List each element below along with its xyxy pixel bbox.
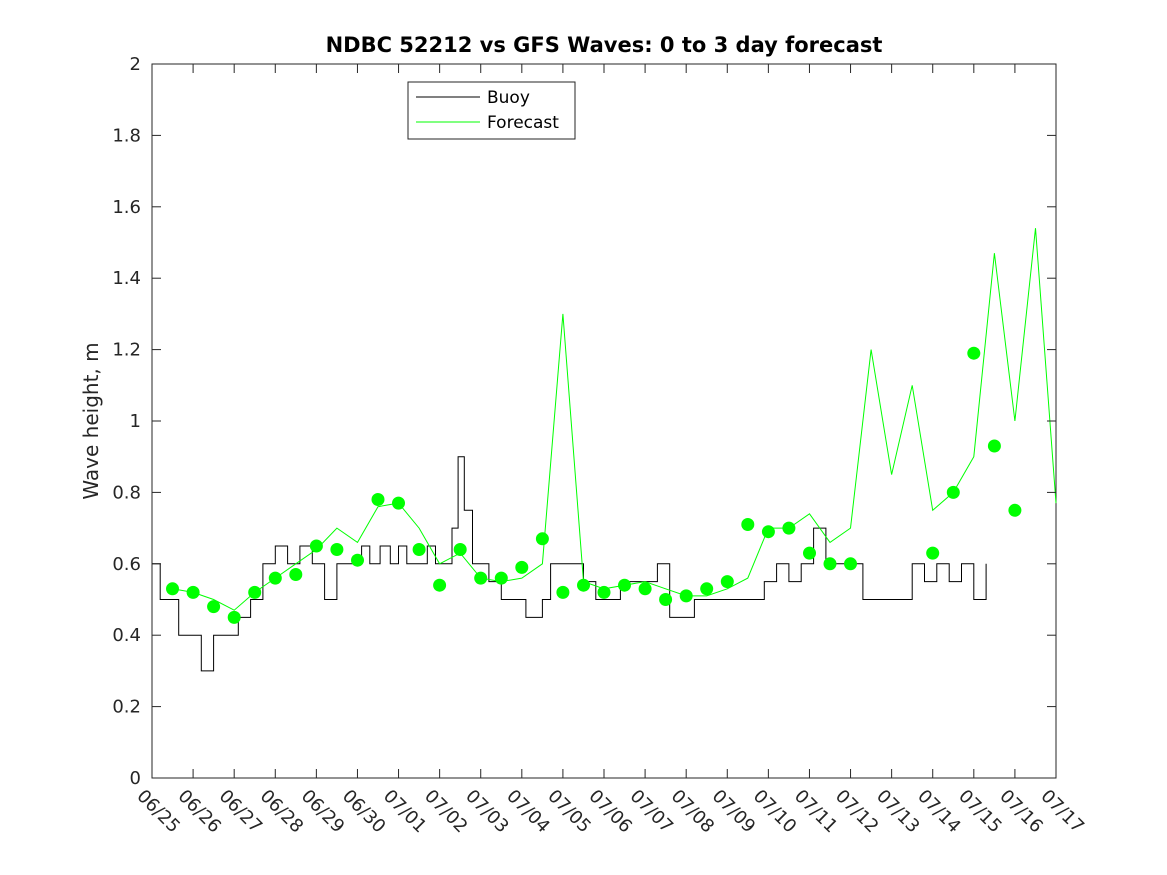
forecast-marker: [207, 600, 221, 614]
forecast-marker: [330, 543, 344, 556]
plot-area: [151, 63, 1057, 779]
forecast-marker: [597, 585, 611, 599]
x-tick-label: 07/08: [667, 786, 719, 838]
x-tick-label: 06/25: [132, 786, 184, 838]
x-tick-label: 07/05: [543, 786, 595, 838]
legend-buoy-label: Buoy: [487, 88, 530, 108]
y-tick-label: 1.2: [112, 340, 141, 361]
y-tick-label: 0: [130, 768, 141, 789]
x-tick-label: 07/01: [379, 786, 431, 838]
forecast-marker: [474, 571, 488, 585]
forecast-marker: [844, 557, 857, 571]
forecast-marker: [227, 610, 241, 624]
forecast-marker: [638, 582, 652, 596]
y-tick-label: 0.4: [112, 625, 141, 646]
forecast-marker: [761, 525, 775, 539]
forecast-marker: [371, 493, 385, 506]
x-tick-label: 06/30: [338, 786, 390, 838]
forecast-marker: [679, 589, 693, 603]
x-tick-label: 07/13: [872, 786, 924, 838]
forecast-marker: [248, 585, 262, 599]
legend-box: [407, 81, 576, 140]
forecast-marker: [453, 543, 467, 556]
x-tick-label: 06/29: [297, 786, 349, 838]
x-tick-label: 07/15: [954, 786, 1006, 838]
forecast-marker: [782, 521, 796, 535]
forecast-marker: [433, 578, 447, 592]
forecast-marker: [494, 571, 508, 585]
forecast-marker: [268, 571, 282, 585]
y-tick-label: 1.8: [112, 125, 141, 146]
forecast-marker: [577, 578, 590, 592]
x-tick-label: 07/16: [995, 786, 1047, 838]
y-tick-label: 2: [130, 54, 141, 75]
forecast-marker: [412, 543, 426, 556]
forecast-marker: [309, 539, 323, 553]
forecast-marker: [741, 518, 755, 531]
chart-title: NDBC 52212 vs GFS Waves: 0 to 3 day fore…: [326, 33, 883, 57]
legend: Buoy Forecast: [407, 81, 576, 140]
forecast-marker: [186, 585, 200, 599]
forecast-marker: [926, 546, 940, 560]
y-tick-label: 0.6: [112, 554, 141, 575]
plot-content: [152, 228, 1057, 672]
x-tick-label: 07/12: [831, 786, 883, 838]
y-tick-label: 1.4: [112, 268, 141, 289]
y-tick-label: 0.8: [112, 482, 141, 503]
forecast-marker: [823, 557, 837, 571]
forecast-marker: [720, 575, 734, 589]
y-tick-label: 0.2: [112, 697, 141, 718]
y-tick-label: 1: [130, 411, 141, 432]
x-tick-label: 07/17: [1036, 786, 1088, 838]
legend-forecast-label: Forecast: [487, 113, 559, 133]
forecast-marker: [1008, 503, 1022, 517]
x-tick-label: 07/02: [420, 786, 472, 838]
x-tick-label: 07/10: [749, 786, 801, 838]
forecast-marker: [946, 485, 960, 499]
x-tick-label: 06/26: [174, 786, 226, 838]
forecast-marker: [351, 553, 364, 567]
forecast-marker: [803, 546, 816, 560]
forecast-marker: [166, 582, 179, 596]
forecast-marker: [967, 346, 981, 360]
forecast-marker: [618, 578, 631, 592]
x-tick-label: 07/06: [584, 786, 636, 838]
y-axis-label: Wave height, m: [79, 342, 103, 499]
x-tick-label: 06/27: [215, 786, 267, 838]
forecast-marker: [556, 585, 570, 599]
forecast-marker: [515, 560, 529, 574]
forecast-marker: [535, 532, 549, 546]
x-tick-label: 07/11: [790, 786, 842, 838]
forecast-marker: [289, 568, 303, 581]
forecast-marker: [659, 593, 673, 606]
x-tick-label: 07/03: [461, 786, 513, 838]
x-tick-label: 07/07: [626, 786, 678, 838]
x-tick-label: 07/09: [708, 786, 760, 838]
x-tick-label: 06/28: [256, 786, 308, 838]
forecast-marker: [987, 439, 1001, 453]
x-tick-label: 07/14: [913, 786, 965, 838]
forecast-marker: [700, 582, 714, 596]
x-tick-label: 07/04: [502, 786, 554, 838]
forecast-marker: [392, 496, 405, 510]
y-tick-label: 1.6: [112, 197, 141, 218]
